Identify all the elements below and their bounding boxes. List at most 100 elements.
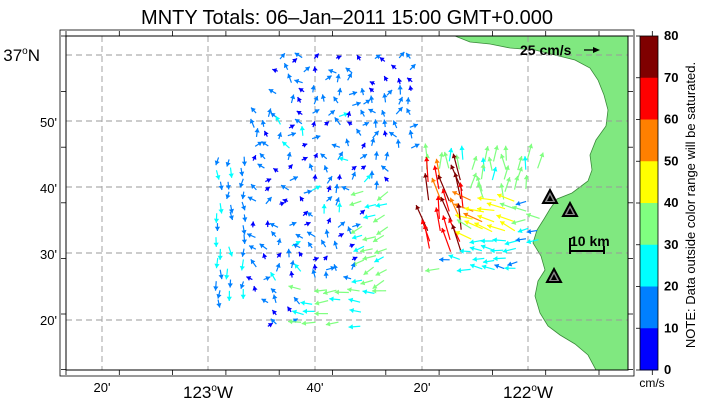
current-vector-arrow <box>239 259 245 271</box>
current-vector-arrow <box>314 288 327 294</box>
current-vector-arrow <box>464 220 483 230</box>
current-vector-arrow <box>213 281 219 291</box>
current-vector-arrow <box>240 191 246 200</box>
current-vector-arrow <box>270 271 277 281</box>
current-vector-arrow <box>362 121 370 127</box>
current-vector-arrow <box>275 262 281 272</box>
current-vector-arrow <box>376 226 389 236</box>
current-vector-arrow <box>225 191 231 200</box>
current-vector-arrow <box>241 156 248 166</box>
current-vector-arrow <box>213 237 219 247</box>
scale-bar <box>569 238 605 254</box>
current-vector-arrow <box>288 319 302 325</box>
current-vector-arrow <box>228 211 234 221</box>
current-vector-arrow <box>297 96 302 103</box>
current-vector-arrow <box>265 220 271 228</box>
current-vector-arrow <box>215 170 221 180</box>
current-vector-arrow <box>254 141 263 147</box>
current-vector-arrow <box>246 276 253 281</box>
current-vector-arrow <box>341 185 350 191</box>
current-vector-arrow <box>364 203 377 209</box>
current-vector-arrow <box>513 175 520 190</box>
current-vector-arrow <box>320 153 328 160</box>
colorbar-tick-label: 70 <box>664 70 678 85</box>
current-vector-arrow <box>239 167 245 177</box>
current-vector-arrow <box>360 87 366 96</box>
current-vector-arrow <box>326 185 332 193</box>
current-vector-arrow <box>336 174 342 181</box>
current-vector-arrow <box>382 93 388 103</box>
current-vector-arrow <box>382 130 388 137</box>
current-vector-arrow <box>458 182 464 209</box>
current-vector-arrow <box>455 231 472 240</box>
lon-label-40: 40' <box>307 380 324 395</box>
current-vector-arrow <box>242 214 248 222</box>
current-vector-arrow <box>503 165 510 180</box>
current-vector-arrow <box>304 221 311 227</box>
current-vector-arrow <box>386 89 393 96</box>
lat-label-50: 50' <box>40 115 57 130</box>
current-vector-arrow <box>218 203 224 214</box>
current-vector-arrow <box>451 224 462 253</box>
current-vector-arrow <box>448 254 460 260</box>
current-vector-arrow <box>493 255 506 262</box>
current-vector-arrow <box>441 188 450 212</box>
current-vector-arrow <box>481 264 495 271</box>
outer-frame <box>59 29 635 377</box>
current-vector-arrow <box>343 275 352 281</box>
current-vector-arrow <box>299 125 305 136</box>
current-vector-arrow <box>240 248 246 257</box>
current-vector-arrow <box>425 267 440 273</box>
current-vector-arrow <box>227 279 233 288</box>
current-vector-arrow <box>469 263 483 270</box>
current-vector-arrow <box>250 221 256 228</box>
current-vector-arrow <box>383 176 390 182</box>
current-vector-arrow <box>368 87 375 93</box>
current-vector-arrow <box>487 156 493 171</box>
current-vector-arrow <box>292 57 298 64</box>
current-vector-arrow <box>499 220 516 232</box>
current-vector-arrow <box>369 95 375 104</box>
current-vector-arrow <box>292 243 301 249</box>
current-vector-arrow <box>224 268 230 280</box>
current-vector-arrow <box>290 94 296 104</box>
current-vector-arrow <box>502 247 516 254</box>
current-vector-arrow <box>311 269 317 278</box>
current-vector-arrow <box>491 166 498 181</box>
current-vector-arrow <box>287 131 297 137</box>
current-vector-arrow <box>295 233 304 239</box>
current-vector-arrow <box>422 224 431 249</box>
current-vector-arrow <box>372 214 385 223</box>
current-vector-arrow <box>349 243 355 249</box>
lon-label-20-east: 20' <box>414 380 431 395</box>
current-vector-arrow <box>228 167 234 178</box>
current-vector-arrow <box>496 193 515 202</box>
current-vector-arrow <box>268 88 277 95</box>
current-vector-arrow <box>301 320 316 326</box>
current-vector-arrow <box>369 81 376 86</box>
current-vector-arrow <box>282 198 289 204</box>
current-vector-arrow <box>335 73 341 83</box>
current-vector-arrow <box>338 232 345 238</box>
current-vector-arrow <box>372 234 385 243</box>
current-vector-arrow <box>252 285 258 292</box>
current-vector-arrow <box>264 186 271 192</box>
current-vector-arrow <box>322 289 337 296</box>
current-vector-arrow <box>250 107 257 114</box>
current-vector-arrow <box>360 109 366 117</box>
current-vector-arrow <box>438 152 444 169</box>
current-vector-arrow <box>320 94 326 102</box>
current-vector-arrow <box>289 221 297 227</box>
current-vector-arrow <box>331 143 341 149</box>
current-vector-arrow <box>324 121 330 127</box>
current-vector-arrow <box>397 85 403 95</box>
current-vector-arrow <box>504 265 516 271</box>
current-vector-arrow <box>515 200 527 206</box>
current-vector-arrow <box>409 123 419 129</box>
colorbar-segment <box>640 244 658 287</box>
current-vector-arrow <box>286 248 292 258</box>
current-vector-arrow <box>267 322 274 328</box>
current-vector-arrow <box>326 217 332 225</box>
current-vector-arrow <box>257 163 265 169</box>
current-vector-arrow <box>431 177 441 200</box>
